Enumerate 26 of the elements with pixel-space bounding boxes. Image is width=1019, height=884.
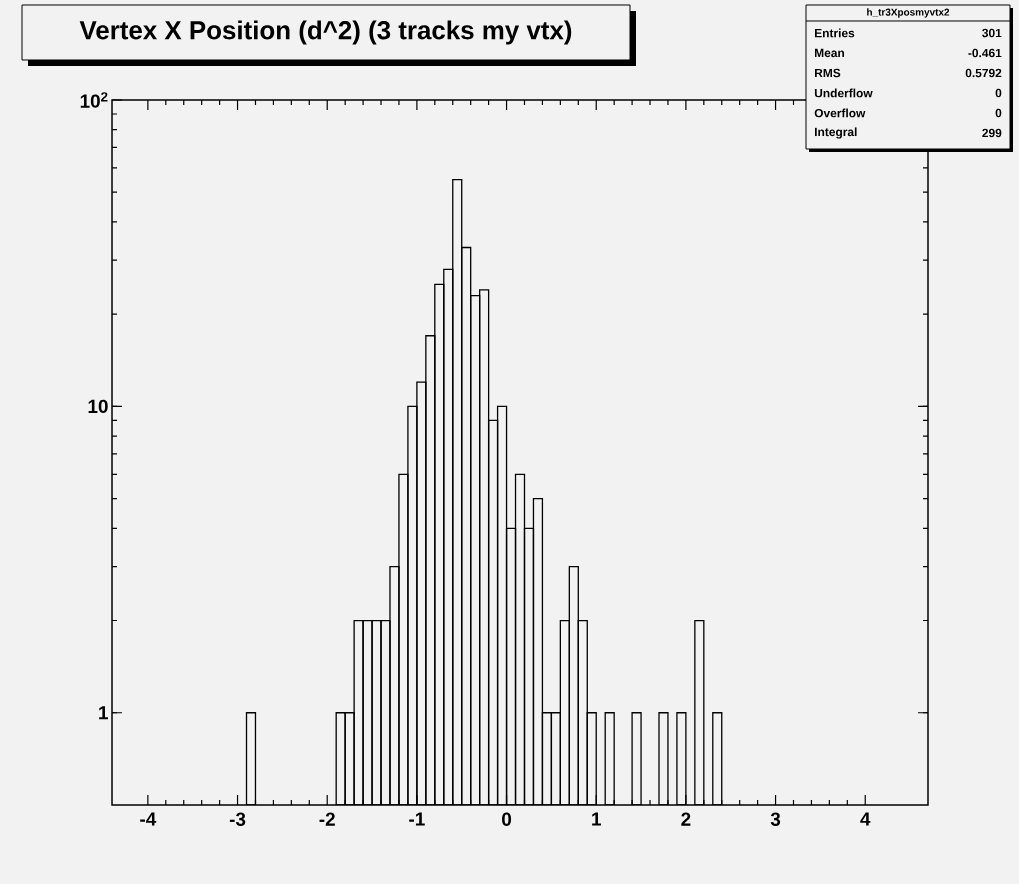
- text: RMS: [815, 68, 841, 78]
- annotation: Integral: [815, 127, 857, 139]
- x-tick-label: 3: [770, 812, 781, 826]
- x-tick-label: -4: [140, 812, 157, 826]
- text: Entries: [815, 28, 855, 38]
- text: 0.5792: [965, 68, 1002, 78]
- y-tick-label: 10$^{2}$: [80, 92, 108, 108]
- text: 299: [982, 128, 1002, 138]
- text: -0.461: [968, 48, 1002, 58]
- chart-title: Vertex X Position (d^2) (3 tracks my vtx): [79, 20, 572, 45]
- annotation: Overflow: [814, 108, 866, 118]
- y-tick-label: 10: [88, 399, 108, 414]
- x-tick-label: -1: [409, 812, 425, 826]
- x-tick-label: -2: [319, 812, 335, 826]
- y-tick-label: 1: [99, 706, 108, 720]
- x-tick-label: 4: [860, 812, 871, 826]
- text: h_tr3Xposmyvtx2: [867, 8, 950, 18]
- x-tick-label: 0: [502, 812, 512, 826]
- text: 0: [995, 108, 1002, 118]
- text: 0: [995, 88, 1002, 98]
- x-tick-label: 1: [592, 812, 601, 826]
- text: Mean: [815, 48, 845, 58]
- x-tick-label: 2: [681, 812, 691, 826]
- text: 301: [982, 28, 1002, 38]
- text: Underflow: [814, 88, 873, 98]
- x-tick-label: -3: [229, 812, 246, 826]
